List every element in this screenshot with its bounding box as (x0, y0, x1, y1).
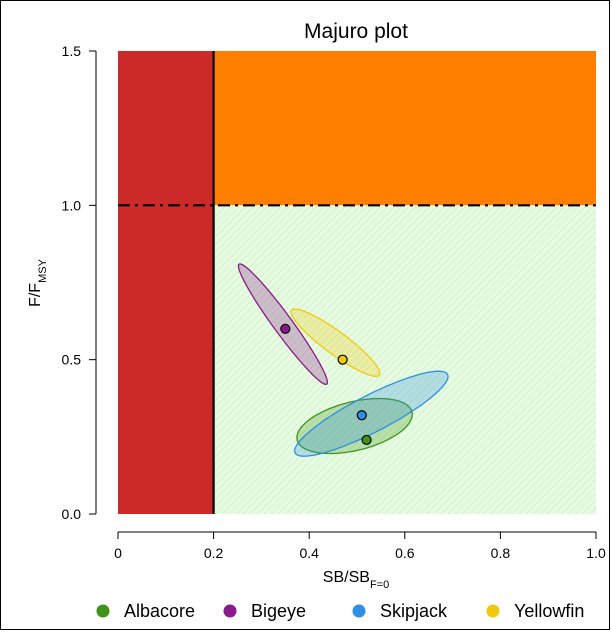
legend-label-bigeye: Bigeye (251, 601, 306, 621)
point-yellowfin (337, 354, 348, 365)
y-tick-label: 1.5 (62, 43, 82, 59)
reference-lines (118, 51, 596, 514)
legend-label-albacore: Albacore (124, 601, 195, 621)
orange-zone (213, 51, 596, 206)
y-tick-label: 0.0 (62, 506, 82, 522)
ellipse-bigeye (237, 263, 328, 385)
x-tick-label: 0.4 (299, 545, 319, 561)
point-albacore (361, 434, 372, 446)
green-zone-hatch (213, 205, 596, 515)
x-tick-label: 0.2 (204, 545, 224, 561)
y-tick-label: 1.0 (62, 197, 82, 213)
legend-marker-skipjack (352, 604, 366, 618)
y-tick-label: 0.5 (62, 352, 82, 368)
red-zone (118, 51, 214, 514)
zones (118, 51, 596, 515)
ellipse-albacore (296, 397, 413, 455)
x-tick-label: 0.8 (491, 545, 511, 561)
legend: Albacore Bigeye Skipjack Yellowfin (96, 601, 584, 621)
legend-marker-bigeye (223, 604, 237, 618)
legend-marker-albacore (96, 604, 110, 618)
axes: 0 0.2 0.4 0.6 0.8 1.0 0.0 0.5 1.0 1.5 (62, 43, 606, 561)
x-axis-label: SB/SBF=0 (323, 569, 389, 591)
legend-label-skipjack: Skipjack (380, 601, 448, 621)
ellipse-skipjack (293, 370, 449, 457)
chart-title: Majuro plot (304, 20, 408, 43)
point-skipjack (356, 410, 367, 421)
ellipse-yellowfin (290, 308, 381, 377)
confidence-ellipses (237, 263, 449, 457)
point-bigeye (280, 323, 291, 334)
legend-label-yellowfin: Yellowfin (514, 601, 584, 621)
data-points (280, 323, 372, 446)
x-tick-label: 0.6 (395, 545, 415, 561)
y-axis-label: F/FMSY (27, 258, 49, 307)
x-tick-label: 0 (114, 545, 122, 561)
x-tick-label: 1.0 (586, 545, 606, 561)
legend-marker-yellowfin (486, 604, 500, 618)
